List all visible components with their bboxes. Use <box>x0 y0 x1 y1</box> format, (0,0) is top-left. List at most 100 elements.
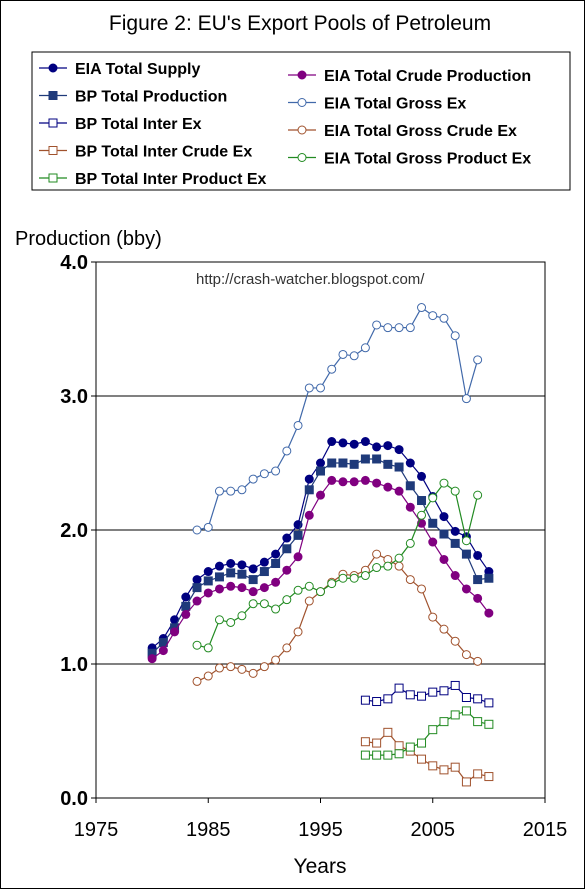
data-point <box>473 575 483 585</box>
data-point <box>271 466 281 476</box>
data-point <box>237 664 247 674</box>
data-point <box>394 749 404 759</box>
data-point <box>226 559 236 568</box>
data-point <box>338 477 348 487</box>
legend-label: EIA Total Supply <box>75 61 200 78</box>
data-point <box>383 441 393 451</box>
x-tick-label: 2005 <box>411 819 456 841</box>
data-point <box>237 560 247 570</box>
legend-label: EIA Total Gross Ex <box>324 96 466 113</box>
data-point <box>372 697 382 707</box>
legend-label: BP Total Inter Ex <box>75 116 202 133</box>
data-point <box>237 569 247 579</box>
data-point <box>293 552 303 562</box>
data-point <box>327 458 337 468</box>
data-point <box>394 553 404 563</box>
series-7 <box>192 549 483 686</box>
data-point <box>383 323 393 333</box>
data-point <box>372 563 382 573</box>
data-point <box>214 561 224 571</box>
data-point <box>428 518 438 528</box>
data-point <box>473 656 483 666</box>
data-point <box>428 725 438 735</box>
data-point <box>461 536 471 546</box>
legend-entry: BP Total Inter Ex <box>39 116 202 133</box>
data-point <box>248 564 258 574</box>
data-point <box>394 561 404 571</box>
data-point <box>226 581 236 591</box>
data-point <box>271 559 281 568</box>
data-point <box>405 481 415 491</box>
data-point <box>147 654 157 664</box>
data-point <box>226 662 236 672</box>
legend-marker <box>48 118 58 128</box>
x-tick-label: 1995 <box>298 819 343 841</box>
series-6 <box>192 303 483 535</box>
data-point <box>327 437 337 447</box>
legend-label: EIA Total Gross Crude Ex <box>324 123 517 140</box>
data-point <box>417 510 427 520</box>
data-point <box>304 510 314 520</box>
data-point <box>360 475 370 485</box>
x-axis-label: Years <box>294 855 347 878</box>
data-point <box>192 525 202 535</box>
data-point <box>360 737 370 747</box>
data-point <box>428 537 438 547</box>
data-point <box>338 349 348 359</box>
data-point <box>259 567 269 577</box>
legend-label: BP Total Production <box>75 89 227 106</box>
data-point <box>484 573 494 583</box>
data-point <box>405 458 415 468</box>
data-point <box>360 454 370 464</box>
data-point <box>237 583 247 593</box>
data-point <box>248 474 258 484</box>
data-point <box>461 394 471 404</box>
series-8 <box>192 478 483 653</box>
data-point <box>203 576 213 586</box>
data-point <box>192 583 202 593</box>
series-4 <box>360 706 494 760</box>
data-point <box>473 593 483 603</box>
data-point <box>259 599 269 609</box>
data-point <box>417 754 427 764</box>
legend-marker <box>48 63 58 73</box>
data-point <box>439 765 449 775</box>
data-point <box>158 646 168 656</box>
data-point <box>450 486 460 496</box>
data-point <box>372 549 382 559</box>
legend-entry: BP Total Inter Product Ex <box>39 171 267 188</box>
data-point <box>428 311 438 321</box>
legend-marker <box>48 91 58 100</box>
data-point <box>394 741 404 751</box>
series-5 <box>147 475 494 664</box>
data-point <box>405 575 415 585</box>
data-point <box>372 320 382 330</box>
data-point <box>428 687 438 697</box>
data-point <box>226 568 236 578</box>
legend-entry: EIA Total Crude Production <box>288 68 531 85</box>
data-point <box>181 592 191 602</box>
data-point <box>439 313 449 323</box>
data-point <box>484 698 494 708</box>
data-point <box>372 738 382 748</box>
data-point <box>394 323 404 333</box>
data-point <box>304 596 314 606</box>
data-point <box>461 584 471 594</box>
data-point <box>473 769 483 779</box>
data-point <box>372 442 382 452</box>
x-tick-label: 2015 <box>523 819 568 841</box>
data-point <box>170 627 180 637</box>
data-point <box>360 343 370 353</box>
data-point <box>450 762 460 772</box>
data-point <box>383 694 393 704</box>
data-point <box>271 577 281 587</box>
data-point <box>316 458 325 468</box>
data-point <box>271 655 281 665</box>
data-point <box>349 439 359 449</box>
data-point <box>450 636 460 646</box>
data-point <box>461 693 471 702</box>
data-point <box>439 529 449 539</box>
data-point <box>360 695 370 705</box>
data-point <box>203 643 213 653</box>
